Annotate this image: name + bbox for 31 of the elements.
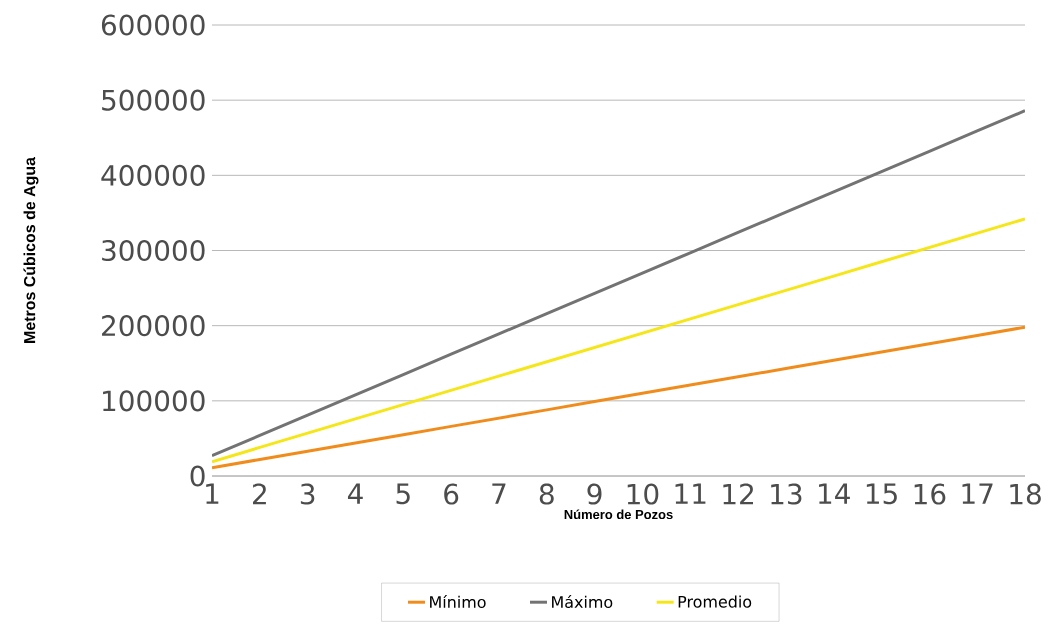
y-axis-title: Metros Cúbicos de Agua <box>23 156 39 343</box>
line-series <box>212 109 1026 458</box>
y-tick-label: 600000 <box>101 14 205 36</box>
x-tick-label: 10 <box>627 483 659 505</box>
x-tick-label: 7 <box>492 483 506 504</box>
x-tick-label: 8 <box>539 483 554 505</box>
x-tick-label: 13 <box>771 483 802 505</box>
x-tick-label: 6 <box>444 483 459 505</box>
x-tick-label: 3 <box>300 483 315 505</box>
x-tick-label: 18 <box>1010 483 1041 505</box>
x-tick-label: 4 <box>347 483 363 504</box>
y-tick-label: 400000 <box>101 164 205 186</box>
x-tick-label: 11 <box>675 483 706 504</box>
x-tick-label: 9 <box>587 483 602 505</box>
legend-label: Promedio <box>678 595 752 608</box>
y-tick-label: 200000 <box>102 315 205 337</box>
x-tick-label: 15 <box>866 483 897 505</box>
y-tick-label: 500000 <box>102 89 205 111</box>
y-tick-label: 100000 <box>103 390 205 412</box>
x-tick-label: 17 <box>962 483 993 504</box>
x-axis-title: Número de Pozos <box>564 509 673 520</box>
y-tick-label: 0 <box>190 465 205 487</box>
x-tick-label: 2 <box>253 483 266 505</box>
x-tick-label: 12 <box>723 483 754 505</box>
y-tick-label: 300000 <box>102 239 205 262</box>
x-tick-label: 16 <box>914 483 946 505</box>
x-tick-label: 5 <box>396 483 410 505</box>
legend-label: Mínimo <box>430 595 486 609</box>
x-tick-label: 1 <box>206 483 219 504</box>
legend-label: Máximo <box>552 595 613 609</box>
x-tick-label: 14 <box>819 483 850 504</box>
